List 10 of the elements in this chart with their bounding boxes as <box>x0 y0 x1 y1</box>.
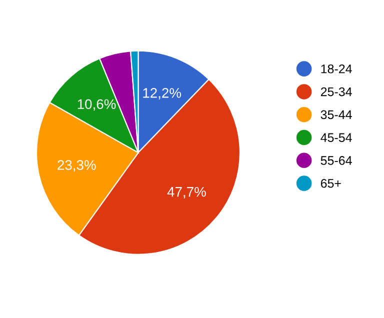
data-label: 47,7% <box>167 186 206 198</box>
legend-label: 65+ <box>320 178 341 188</box>
data-label: 10,6% <box>78 99 116 111</box>
legend-label: 25-34 <box>320 87 352 96</box>
legend-label: 55-64 <box>320 156 352 165</box>
data-label: 23,3% <box>58 160 96 172</box>
legend-label: 45-54 <box>320 133 352 142</box>
data-label: 12,2% <box>143 88 182 100</box>
legend-label: 18-24 <box>321 64 352 74</box>
legend-label: 35-44 <box>320 110 352 120</box>
